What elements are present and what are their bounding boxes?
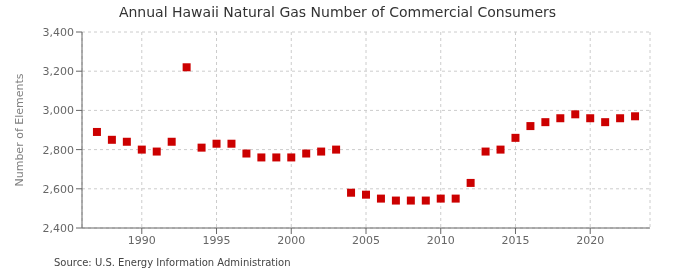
svg-text:2,400: 2,400 bbox=[43, 222, 75, 235]
svg-text:2000: 2000 bbox=[277, 234, 305, 247]
svg-text:1990: 1990 bbox=[128, 234, 156, 247]
svg-text:1995: 1995 bbox=[203, 234, 231, 247]
svg-text:2020: 2020 bbox=[576, 234, 604, 247]
html-text:Annual Hawaii Natural Gas Numb: Annual Hawaii Natural Gas Number of Comm… bbox=[118, 4, 557, 20]
svg-text:3,000: 3,000 bbox=[43, 104, 75, 117]
svg-text:2,600: 2,600 bbox=[43, 183, 75, 196]
svg-text:2015: 2015 bbox=[501, 234, 529, 247]
svg-text:2,800: 2,800 bbox=[43, 144, 75, 157]
svg-text:2010: 2010 bbox=[427, 234, 455, 247]
html-text:Source: U.S. Energy Informatio: Source: U.S. Energy Information Administ… bbox=[54, 257, 291, 268]
svg-text:3,200: 3,200 bbox=[43, 65, 75, 78]
svg-text:2005: 2005 bbox=[352, 234, 380, 247]
svg-text:3,400: 3,400 bbox=[43, 26, 75, 39]
svg-text:Number of Elements: Number of Elements bbox=[13, 73, 26, 186]
